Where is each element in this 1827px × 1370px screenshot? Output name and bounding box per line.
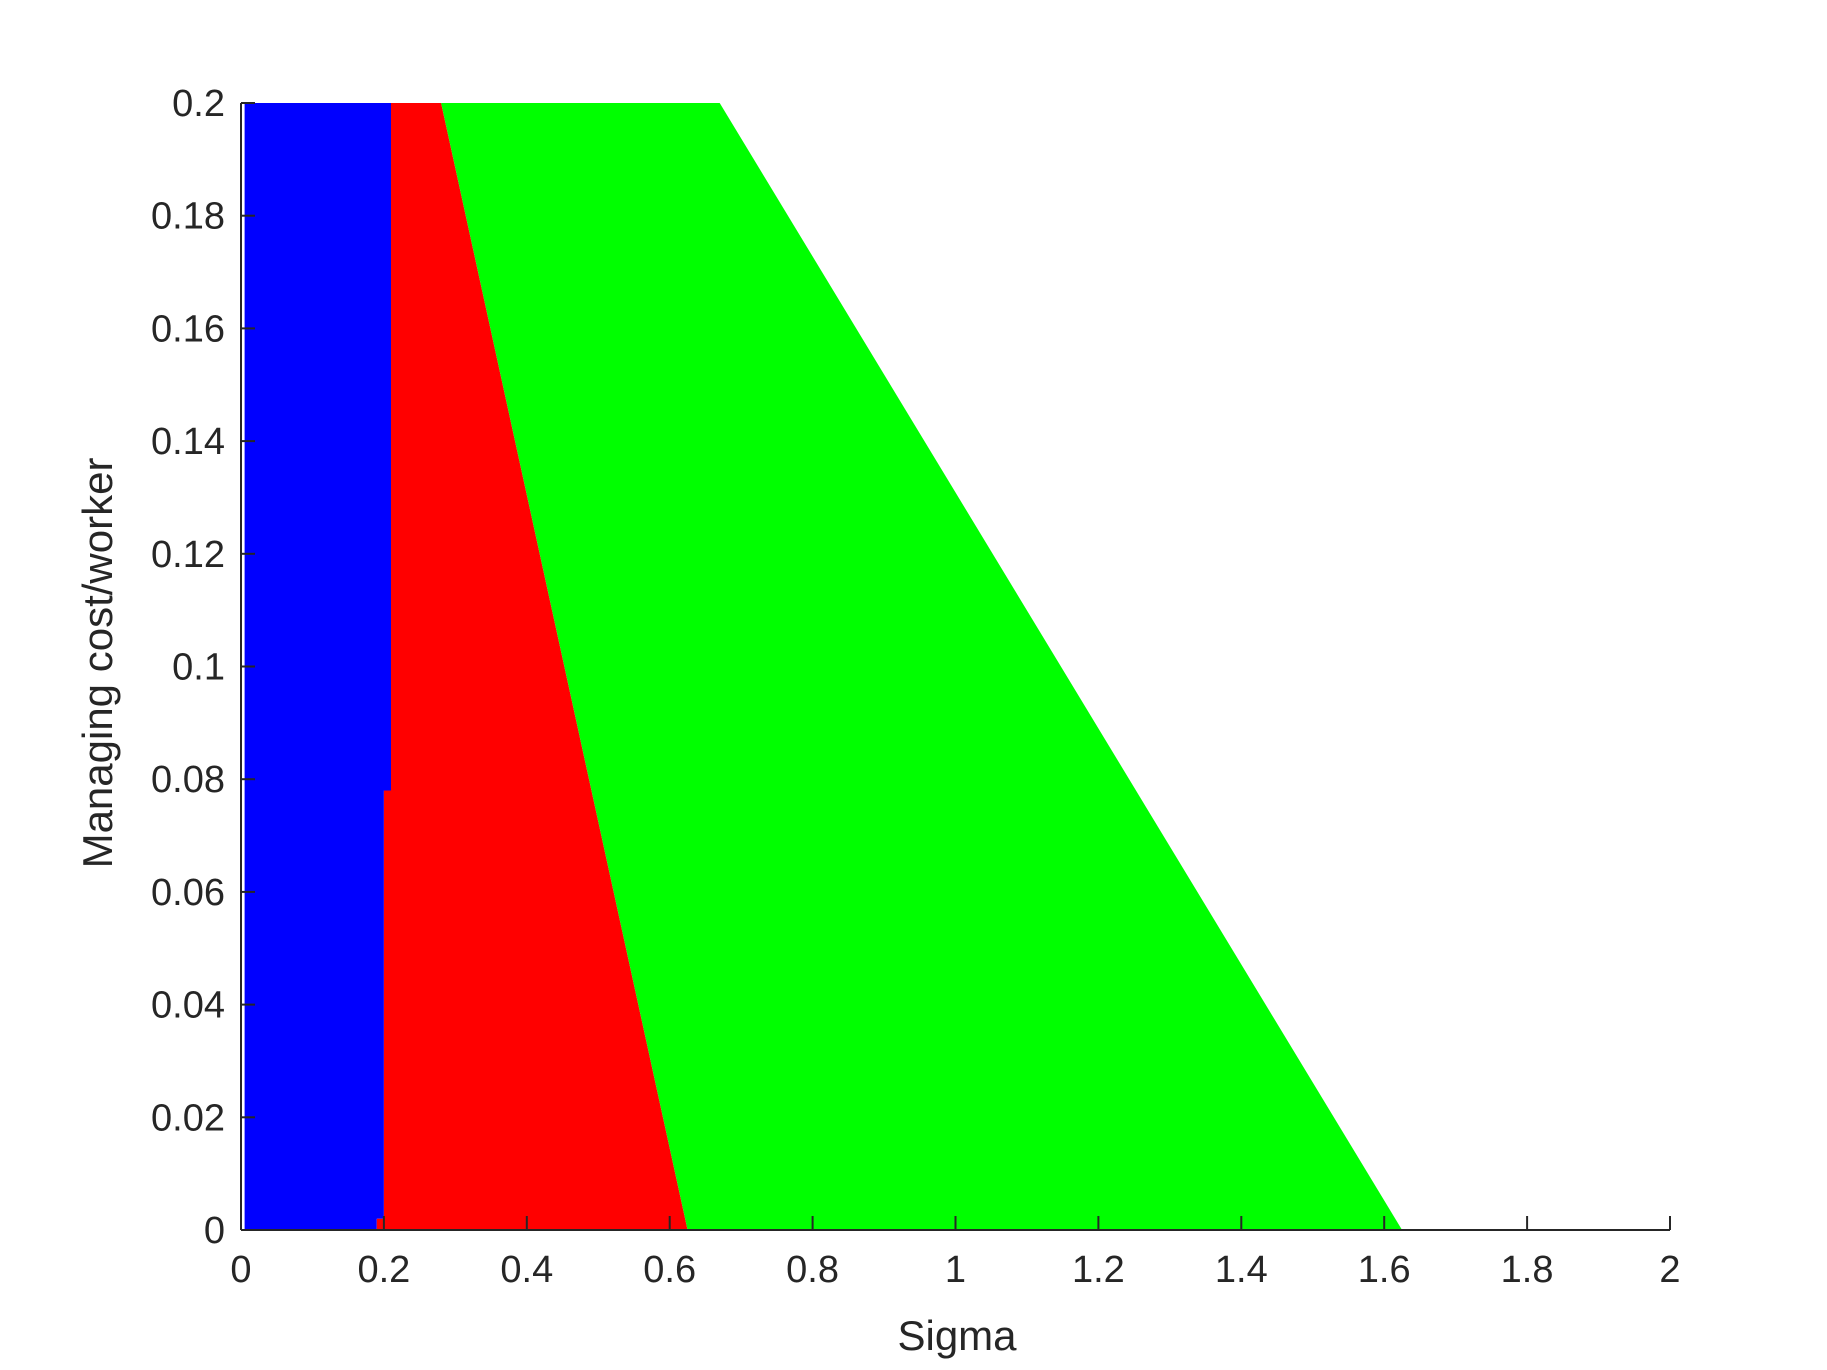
x-tick-label: 0 bbox=[230, 1249, 251, 1291]
x-tick-label: 2 bbox=[1659, 1249, 1680, 1291]
y-tick-label: 0.08 bbox=[151, 759, 225, 801]
y-tick-label: 0.04 bbox=[151, 985, 225, 1027]
y-tick-label: 0.16 bbox=[151, 308, 225, 350]
x-axis-label: Sigma bbox=[897, 1312, 1017, 1359]
y-tick-label: 0.12 bbox=[151, 534, 225, 576]
y-axis-ticks: 0 0.02 0.04 0.06 0.08 0.1 0.12 0.14 0.16 0.18 0.2 bbox=[151, 83, 255, 1252]
x-tick-label: 0.6 bbox=[643, 1249, 696, 1291]
x-tick-label: 1.2 bbox=[1072, 1249, 1125, 1291]
x-tick-label: 1.4 bbox=[1215, 1249, 1268, 1291]
y-tick-label: 0.02 bbox=[151, 1097, 225, 1139]
x-tick-label: 1 bbox=[945, 1249, 966, 1291]
y-axis-label: Managing cost/worker bbox=[74, 458, 121, 869]
region-2 bbox=[376, 103, 688, 1230]
y-tick-label: 0.06 bbox=[151, 872, 225, 914]
x-tick-label: 1.8 bbox=[1501, 1249, 1554, 1291]
x-axis-ticks: 0 0.2 0.4 0.6 0.8 1 1.2 1.4 1.6 1.8 2 bbox=[230, 1216, 1681, 1291]
region-3 bbox=[441, 103, 1403, 1230]
y-tick-label: 0.14 bbox=[151, 421, 225, 463]
y-tick-label: 0 bbox=[204, 1210, 225, 1252]
x-tick-label: 0.2 bbox=[357, 1249, 410, 1291]
region-layer bbox=[244, 103, 1403, 1230]
x-tick-label: 0.8 bbox=[786, 1249, 839, 1291]
y-tick-label: 0.2 bbox=[172, 83, 225, 125]
region-1 bbox=[244, 103, 391, 1230]
x-tick-label: 1.6 bbox=[1358, 1249, 1411, 1291]
x-tick-label: 0.4 bbox=[500, 1249, 553, 1291]
y-tick-label: 0.1 bbox=[172, 647, 225, 689]
y-tick-label: 0.18 bbox=[151, 196, 225, 238]
